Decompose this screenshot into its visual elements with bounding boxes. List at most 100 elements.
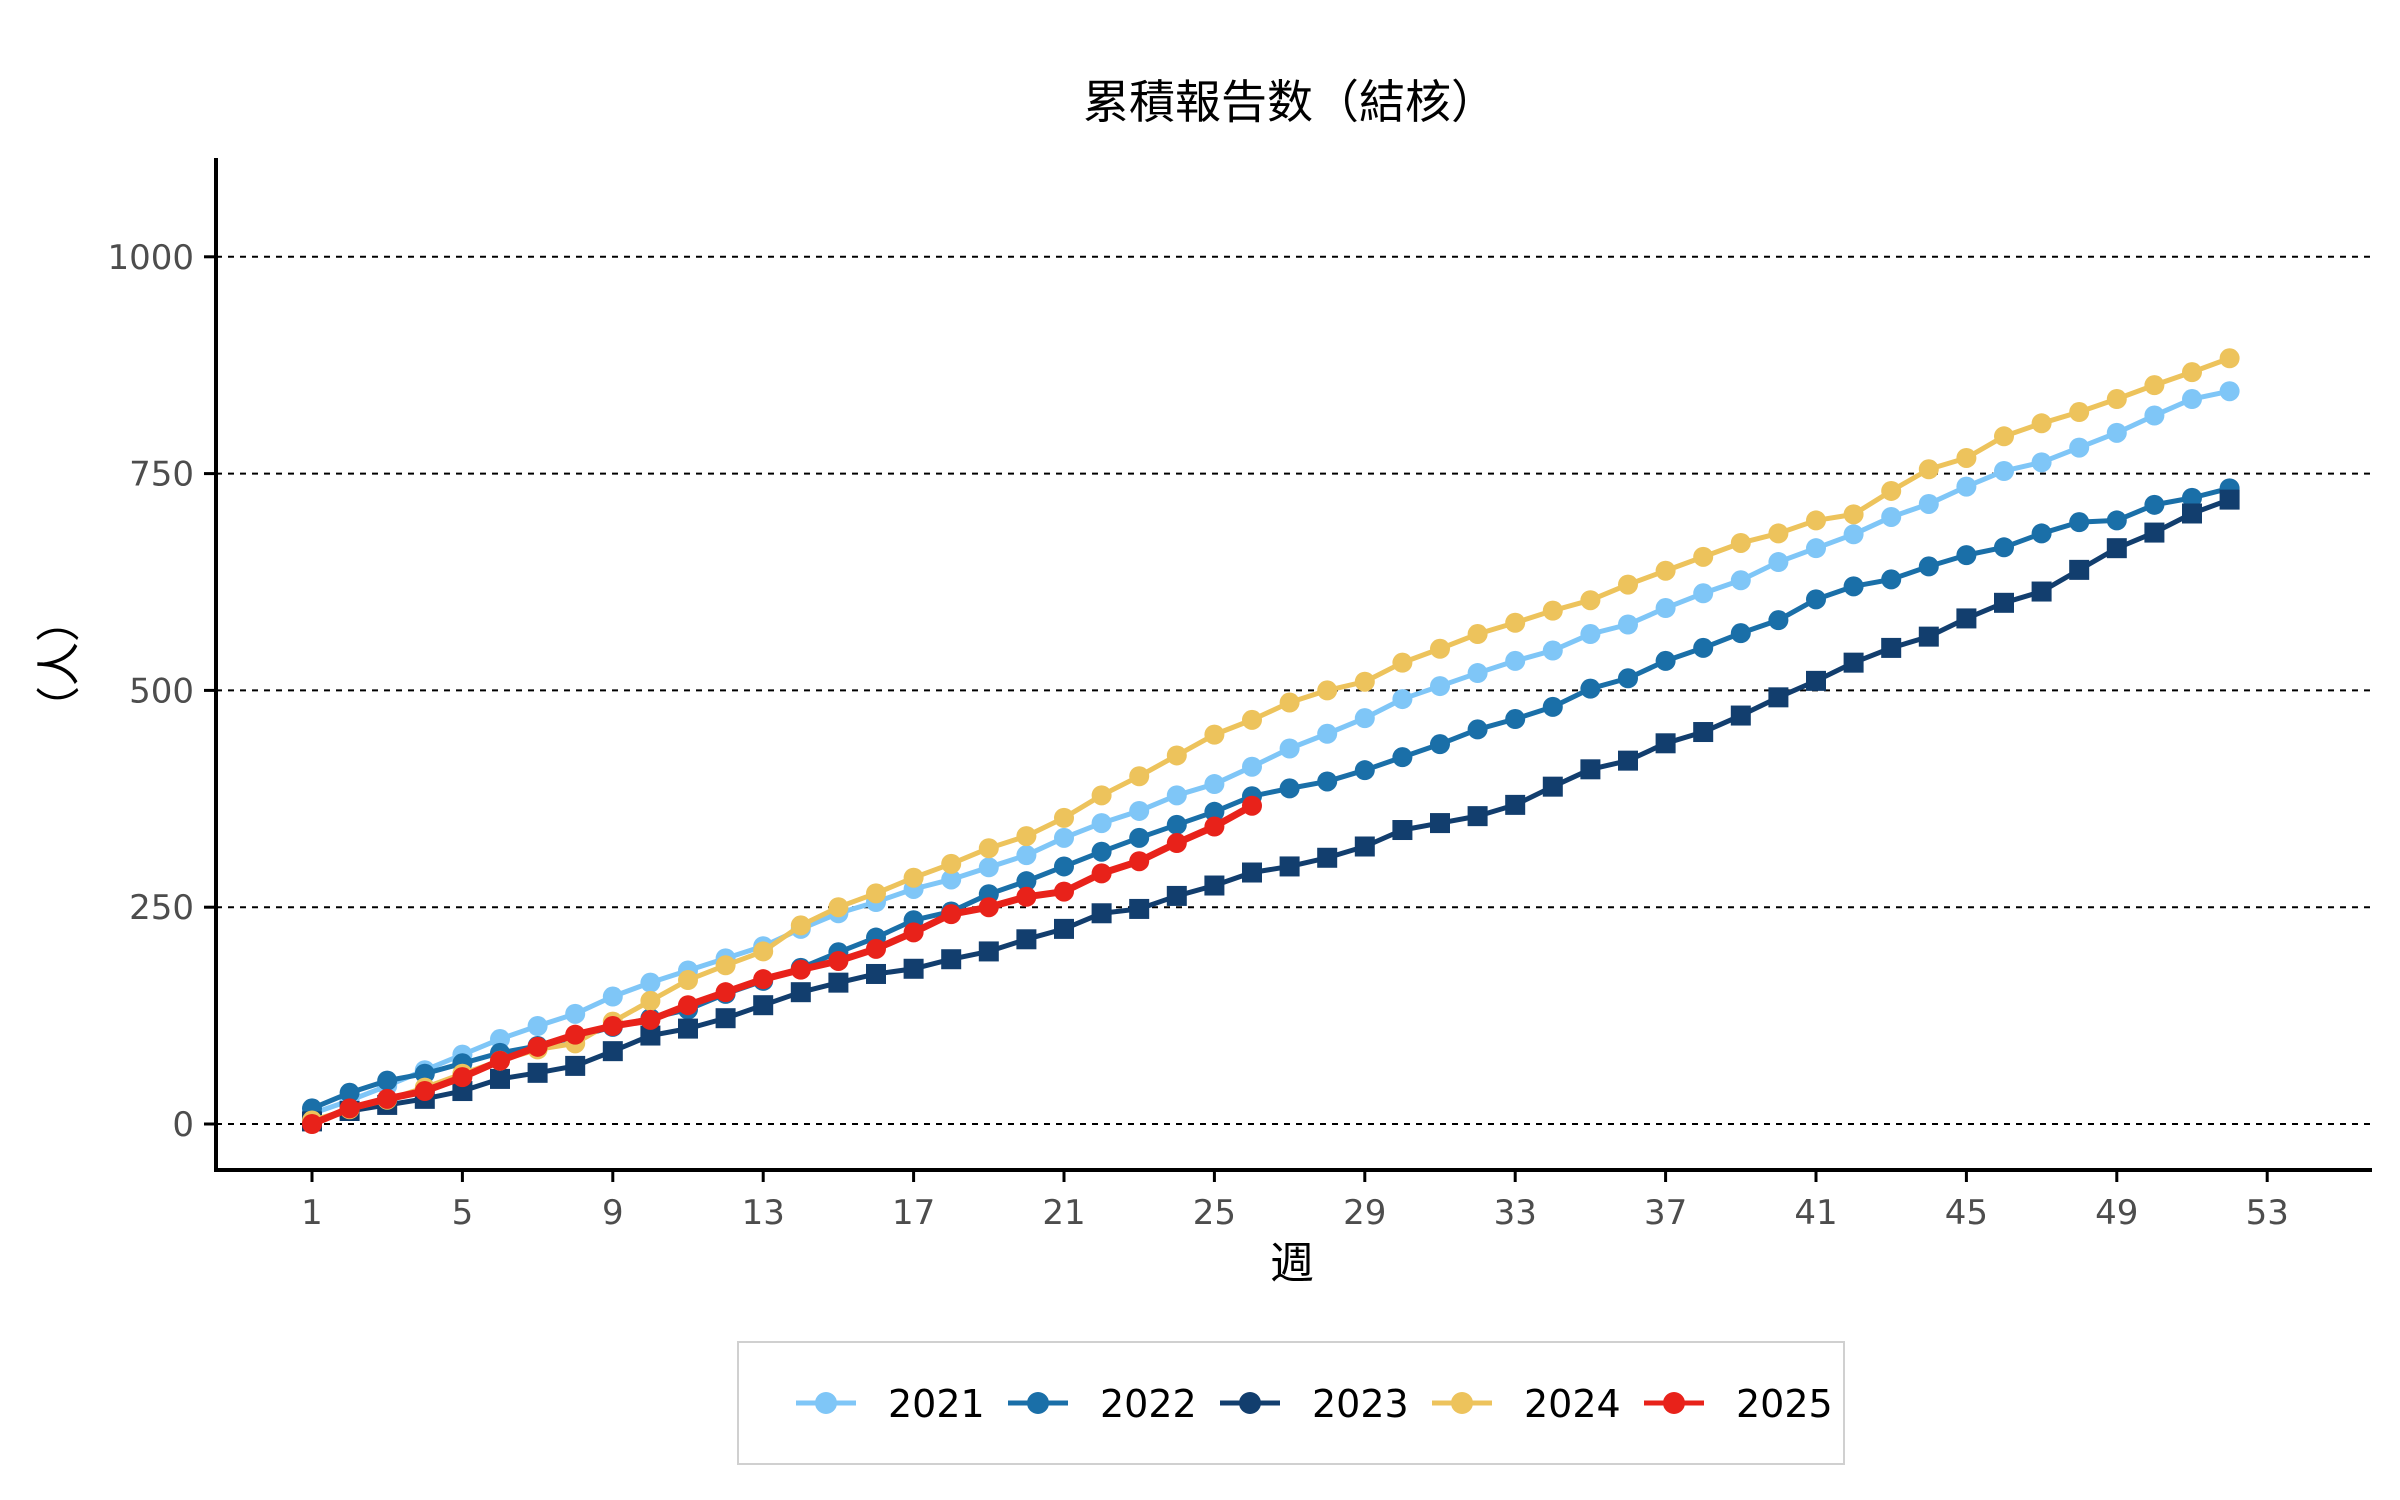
data-point	[715, 982, 736, 1003]
data-point	[565, 1003, 586, 1024]
data-point	[1242, 709, 1262, 730]
data-point	[2106, 510, 2127, 531]
data-point	[602, 986, 623, 1007]
data-point	[1016, 871, 1037, 892]
data-point	[1430, 676, 1450, 697]
legend-label: 2023	[1312, 1382, 1409, 1426]
data-point	[1918, 493, 1939, 514]
data-point	[1016, 845, 1037, 866]
data-point	[2031, 581, 2052, 602]
data-point	[1956, 447, 1977, 468]
data-point	[1129, 851, 1150, 872]
data-point	[978, 941, 999, 962]
data-point	[1204, 724, 1225, 745]
data-point	[490, 1068, 510, 1089]
data-point	[1392, 689, 1413, 710]
data-point	[1279, 856, 1300, 877]
legend-marker	[1027, 1392, 1049, 1414]
data-point	[1580, 678, 1601, 699]
data-point	[978, 897, 999, 918]
data-point	[1580, 590, 1601, 611]
data-point	[2069, 437, 2090, 458]
data-point	[903, 867, 924, 888]
data-point	[1204, 774, 1225, 795]
data-point	[1129, 898, 1150, 919]
data-point	[1730, 623, 1751, 644]
data-point	[828, 897, 849, 918]
data-point	[602, 1041, 623, 1062]
data-point	[1505, 650, 1526, 671]
data-point	[1354, 708, 1375, 729]
data-point	[640, 972, 661, 993]
data-point	[941, 869, 962, 890]
data-point	[941, 949, 962, 970]
data-point	[2031, 413, 2052, 434]
data-point	[2219, 381, 2240, 402]
x-ticks: 1 5 9 13 17 21 25 29 33 37 41 45 49 53	[301, 1170, 2289, 1233]
data-point	[527, 1016, 548, 1037]
x-tick-label: 53	[2246, 1193, 2289, 1233]
data-point	[1618, 668, 1638, 689]
data-point	[1279, 778, 1300, 799]
data-point	[1091, 813, 1112, 834]
y-ticks: 0 250 500 750 1000	[107, 238, 216, 1145]
y-tick-label: 250	[129, 888, 194, 928]
data-point	[1505, 612, 1526, 633]
data-point	[1204, 816, 1225, 837]
data-point	[1730, 570, 1751, 591]
data-point	[1091, 863, 1112, 884]
data-point	[640, 1009, 661, 1030]
data-point	[1166, 833, 1187, 854]
x-tick-label: 45	[1945, 1193, 1988, 1233]
data-point	[1881, 637, 1902, 658]
chart-title: 累積報告数（結核）	[1083, 75, 1497, 129]
data-point	[1091, 903, 1112, 924]
data-point	[1354, 671, 1375, 692]
data-point	[1542, 696, 1563, 717]
data-point	[1054, 856, 1074, 877]
data-point	[1392, 652, 1413, 673]
data-point	[1166, 745, 1187, 766]
data-point	[2219, 489, 2240, 510]
x-axis-title: 週	[1270, 1238, 1314, 1289]
data-point	[1242, 756, 1262, 777]
data-point	[1956, 545, 1977, 566]
y-tick-label: 0	[172, 1105, 194, 1145]
data-point	[1242, 795, 1262, 816]
legend-label: 2024	[1524, 1382, 1621, 1426]
data-point	[903, 958, 924, 979]
x-tick-label: 33	[1494, 1193, 1537, 1233]
data-point	[414, 1063, 435, 1084]
legend-marker	[815, 1392, 837, 1414]
data-point	[2144, 522, 2165, 543]
data-point	[1956, 476, 1977, 497]
data-point	[1994, 537, 2014, 558]
data-point	[2069, 512, 2090, 533]
data-point	[753, 941, 774, 962]
series-layer	[302, 348, 2240, 1134]
data-point	[1918, 626, 1939, 647]
data-point	[1580, 759, 1601, 780]
data-point	[1956, 608, 1977, 629]
data-point	[1166, 814, 1187, 835]
data-point	[1242, 862, 1262, 883]
data-point	[866, 883, 886, 904]
data-point	[828, 950, 849, 971]
data-point	[1016, 826, 1037, 847]
data-point	[1204, 875, 1225, 896]
data-point	[1166, 785, 1187, 806]
data-point	[941, 853, 962, 874]
data-point	[753, 969, 774, 990]
data-point	[1129, 800, 1150, 821]
data-point	[1918, 556, 1939, 577]
y-axis-title: （人）	[34, 598, 85, 730]
data-point	[2069, 402, 2090, 423]
data-point	[1918, 459, 1939, 480]
legend-label: 2022	[1100, 1382, 1197, 1426]
series-line	[311, 388, 2231, 1116]
data-point	[2182, 503, 2202, 524]
data-point	[1505, 709, 1526, 730]
data-point	[1843, 524, 1864, 545]
data-point	[1317, 723, 1338, 744]
data-point	[2031, 523, 2052, 544]
